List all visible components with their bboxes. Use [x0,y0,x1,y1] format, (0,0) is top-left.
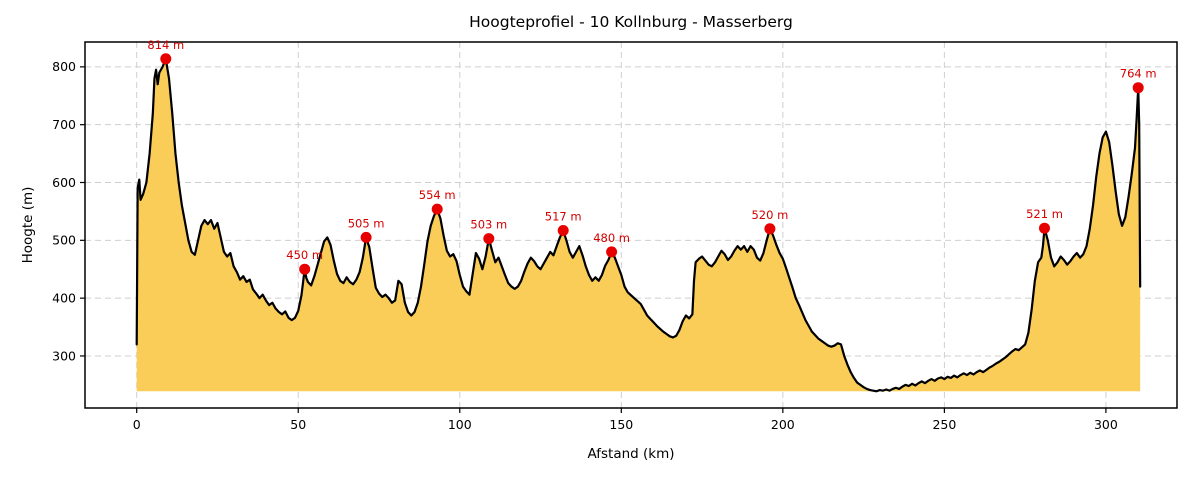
peak-label: 517 m [545,210,582,224]
peak-marker [431,203,443,215]
x-tick-label: 250 [932,417,956,432]
peak-label: 520 m [751,208,788,222]
chart-title: Hoogteprofiel - 10 Kollnburg - Masserber… [469,13,793,31]
peak-label: 503 m [470,218,507,232]
y-tick-label: 800 [52,59,76,74]
peak-label: 764 m [1120,67,1157,81]
x-tick-label: 100 [448,417,472,432]
y-tick-label: 300 [52,348,76,363]
peak-marker [764,223,776,235]
peak-label: 521 m [1026,207,1063,221]
peak-marker [1039,222,1050,234]
x-axis-label: Afstand (km) [587,446,675,462]
peak-label: 480 m [593,231,630,245]
y-tick-label: 400 [52,291,76,306]
peak-label: 505 m [348,216,385,230]
plot-border [84,41,1178,409]
peak-label: 450 m [286,248,323,262]
y-tick-label: 700 [52,117,76,132]
x-tick-label: 300 [1094,417,1118,432]
peak-marker [557,225,569,236]
x-tick-label: 150 [609,417,633,432]
peak-label: 554 m [419,188,456,202]
y-tick-label: 500 [52,233,76,248]
peak-marker [483,233,495,245]
x-tick-label: 50 [290,417,306,432]
elevation-area [136,58,1141,392]
peak-marker [360,231,372,243]
peak-marker [160,53,172,65]
y-tick-label: 600 [52,175,76,190]
peak-marker [299,263,311,275]
peak-marker [1132,82,1144,94]
elevation-line [135,57,1142,393]
peak-label: 814 m [147,38,184,52]
peak-marker [606,246,618,258]
x-tick-label: 0 [133,417,141,432]
x-tick-label: 200 [771,417,795,432]
